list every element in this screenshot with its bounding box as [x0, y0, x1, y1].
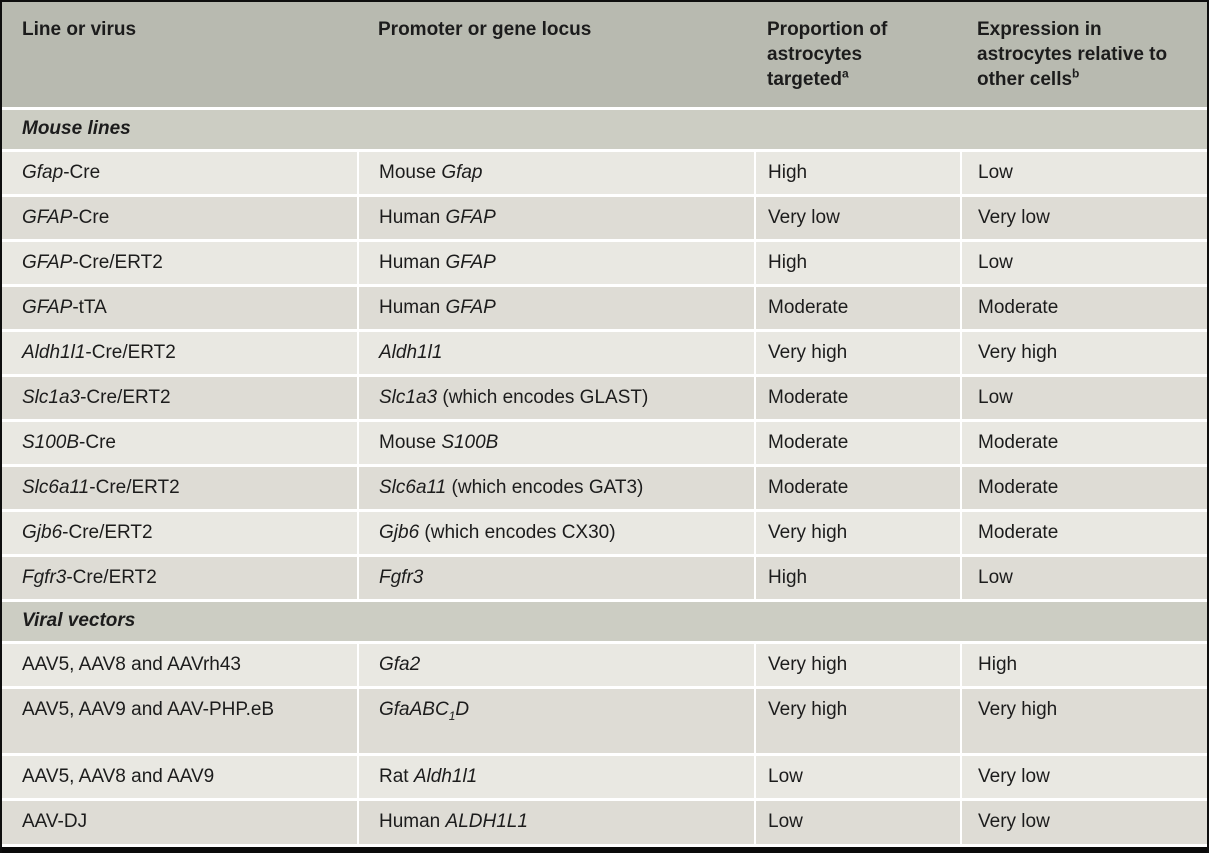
table-cell: High — [754, 238, 961, 285]
table-cell: Low — [754, 752, 961, 799]
table-cell: Very low — [960, 193, 1207, 240]
section-title: Viral vectors — [2, 598, 1207, 642]
table-row: Slc1a3-Cre/ERT2 Slc1a3 (which encodes GLA… — [2, 373, 1207, 420]
table-cell: Human GFAP — [357, 238, 755, 285]
table-cell: Gjb6-Cre/ERT2 — [2, 508, 358, 555]
table-cell: Mouse S100B — [357, 418, 755, 465]
table-row: AAV-DJ Human ALDH1L1 Low Very low — [2, 797, 1207, 844]
column-header-promoter-or-gene-locus: Promoter or gene locus — [358, 2, 755, 108]
table-row: GFAP-Cre/ERT2 Human GFAP High Low — [2, 238, 1207, 285]
table-cell: Moderate — [754, 418, 961, 465]
table-cell: Moderate — [960, 508, 1207, 555]
table-cell: GFAP-Cre/ERT2 — [2, 238, 358, 285]
section-title: Mouse lines — [2, 106, 1207, 150]
section-header-row: Mouse lines — [2, 106, 1207, 150]
table-cell: Mouse Gfap — [357, 148, 755, 195]
table-cell: Moderate — [754, 373, 961, 420]
table-cell: Moderate — [960, 283, 1207, 330]
table-cell: AAV5, AAV9 and AAV-PHP.eB — [2, 685, 358, 754]
table-cell: Very high — [754, 328, 961, 375]
table-cell: Moderate — [754, 283, 961, 330]
table-cell: GFAP-Cre — [2, 193, 358, 240]
table-row: AAV5, AAV8 and AAVrh43 Gfa2 Very high High — [2, 640, 1207, 687]
table-row: AAV5, AAV8 and AAV9 Rat Aldh1l1 Low Very lo… — [2, 752, 1207, 799]
table-cell: Slc1a3-Cre/ERT2 — [2, 373, 358, 420]
table-cell: S100B-Cre — [2, 418, 358, 465]
table-row: GFAP-Cre Human GFAP Very low Very low — [2, 193, 1207, 240]
table-cell: High — [754, 553, 961, 600]
table-cell: Aldh1l1-Cre/ERT2 — [2, 328, 358, 375]
table-row: AAV5, AAV9 and AAV-PHP.eB GfaABC1D Very hi… — [2, 685, 1207, 754]
table-cell: Gfap-Cre — [2, 148, 358, 195]
table-cell: Very high — [754, 640, 961, 687]
table-row: S100B-Cre Mouse S100B Moderate Moderate — [2, 418, 1207, 465]
table-cell: Fgfr3 — [357, 553, 755, 600]
table-cell: Moderate — [754, 463, 961, 510]
column-header-line-or-virus: Line or virus — [2, 2, 358, 108]
table-cell: Aldh1l1 — [357, 328, 755, 375]
table-row: Slc6a11-Cre/ERT2 Slc6a11 (which encodes G… — [2, 463, 1207, 510]
table-cell: AAV-DJ — [2, 797, 358, 844]
table-cell: Low — [960, 148, 1207, 195]
table-cell: Low — [960, 238, 1207, 285]
table-cell: Rat Aldh1l1 — [357, 752, 755, 799]
table-cell: Gjb6 (which encodes CX30) — [357, 508, 755, 555]
table-row: Gjb6-Cre/ERT2 Gjb6 (which encodes CX30) Ve… — [2, 508, 1207, 555]
table-cell: Low — [960, 373, 1207, 420]
table-cell: Gfa2 — [357, 640, 755, 687]
table-cell: Slc6a11 (which encodes GAT3) — [357, 463, 755, 510]
bottom-rule — [2, 847, 1207, 853]
table-cell: Moderate — [960, 418, 1207, 465]
table-body: Mouse lines Gfap-Cre Mouse Gfap High Low GFAP… — [2, 106, 1207, 844]
table-cell: High — [754, 148, 961, 195]
table-cell: Human GFAP — [357, 193, 755, 240]
table-cell: Very high — [960, 328, 1207, 375]
table-cell: Slc1a3 (which encodes GLAST) — [357, 373, 755, 420]
table-cell: Very low — [960, 752, 1207, 799]
table-cell: Low — [960, 553, 1207, 600]
table-cell: Human ALDH1L1 — [357, 797, 755, 844]
table-row: Gfap-Cre Mouse Gfap High Low — [2, 148, 1207, 195]
column-header-expression-relative: Expression in astrocytes relative to oth… — [961, 2, 1207, 108]
table-cell: Very high — [754, 685, 961, 754]
column-header-proportion-astrocytes-targeted: Proportion of astrocytes targeteda — [755, 2, 961, 108]
table-cell: Very high — [754, 508, 961, 555]
header-row: Line or virus Promoter or gene locus Pro… — [2, 2, 1207, 108]
section-header-row: Viral vectors — [2, 598, 1207, 642]
table-cell: Slc6a11-Cre/ERT2 — [2, 463, 358, 510]
table-cell: GFAP-tTA — [2, 283, 358, 330]
table-cell: Moderate — [960, 463, 1207, 510]
table-cell: Very low — [754, 193, 961, 240]
bottom-gap — [2, 844, 1207, 847]
table-cell: GfaABC1D — [357, 685, 755, 754]
table-cell: AAV5, AAV8 and AAVrh43 — [2, 640, 358, 687]
table-cell: Human GFAP — [357, 283, 755, 330]
table-cell: AAV5, AAV8 and AAV9 — [2, 752, 358, 799]
table-cell: Low — [754, 797, 961, 844]
table-cell: Fgfr3-Cre/ERT2 — [2, 553, 358, 600]
table-header: Line or virus Promoter or gene locus Pro… — [2, 2, 1207, 108]
table-cell: Very high — [960, 685, 1207, 754]
table-row: Aldh1l1-Cre/ERT2 Aldh1l1 Very high Very hig… — [2, 328, 1207, 375]
table-row: Fgfr3-Cre/ERT2 Fgfr3 High Low — [2, 553, 1207, 600]
table-row: GFAP-tTA Human GFAP Moderate Moderate — [2, 283, 1207, 330]
table-cell: Very low — [960, 797, 1207, 844]
table-cell: High — [960, 640, 1207, 687]
